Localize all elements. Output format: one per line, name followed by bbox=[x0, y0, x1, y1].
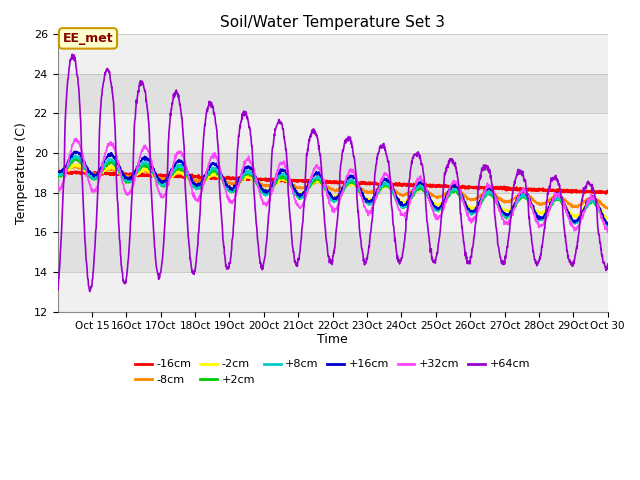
+16cm bbox=[604, 222, 611, 228]
Line: -2cm: -2cm bbox=[58, 164, 608, 219]
+8cm bbox=[569, 219, 577, 225]
-8cm bbox=[433, 194, 441, 200]
-2cm bbox=[54, 172, 61, 178]
-8cm bbox=[152, 173, 160, 179]
Y-axis label: Temperature (C): Temperature (C) bbox=[15, 122, 28, 224]
-16cm bbox=[604, 188, 612, 194]
Bar bbox=[58, 232, 608, 272]
+2cm bbox=[604, 222, 612, 228]
Line: +8cm: +8cm bbox=[58, 156, 608, 226]
+16cm bbox=[604, 221, 612, 227]
+16cm bbox=[569, 217, 577, 223]
+8cm bbox=[152, 175, 160, 180]
+8cm bbox=[335, 195, 343, 201]
Title: Soil/Water Temperature Set 3: Soil/Water Temperature Set 3 bbox=[220, 15, 445, 30]
+32cm bbox=[433, 216, 441, 222]
Text: EE_met: EE_met bbox=[63, 32, 113, 45]
Bar bbox=[58, 113, 608, 153]
+32cm bbox=[569, 224, 577, 229]
-16cm bbox=[65, 170, 72, 176]
+2cm bbox=[64, 166, 72, 171]
+8cm bbox=[433, 207, 441, 213]
-16cm bbox=[54, 169, 61, 175]
+8cm bbox=[604, 223, 611, 228]
-16cm bbox=[61, 168, 69, 173]
+64cm bbox=[68, 51, 76, 57]
+32cm bbox=[54, 182, 61, 188]
-2cm bbox=[604, 215, 612, 221]
+2cm bbox=[335, 194, 343, 200]
Bar bbox=[58, 272, 608, 312]
Line: +16cm: +16cm bbox=[58, 151, 608, 225]
Line: -8cm: -8cm bbox=[58, 166, 608, 209]
+2cm bbox=[569, 218, 577, 224]
Bar bbox=[58, 153, 608, 192]
+8cm bbox=[604, 222, 612, 228]
+32cm bbox=[64, 162, 72, 168]
+2cm bbox=[54, 174, 61, 180]
+64cm bbox=[433, 251, 441, 256]
-2cm bbox=[569, 212, 577, 218]
+16cm bbox=[433, 206, 441, 212]
-2cm bbox=[152, 176, 160, 181]
+2cm bbox=[152, 177, 160, 183]
+32cm bbox=[604, 229, 612, 235]
+64cm bbox=[604, 261, 612, 267]
-2cm bbox=[64, 167, 72, 172]
+64cm bbox=[569, 263, 577, 268]
-2cm bbox=[603, 216, 611, 222]
Bar bbox=[58, 192, 608, 232]
+32cm bbox=[335, 200, 343, 206]
+64cm bbox=[153, 265, 161, 271]
-16cm bbox=[433, 183, 441, 189]
-16cm bbox=[152, 172, 160, 178]
X-axis label: Time: Time bbox=[317, 333, 348, 346]
+16cm bbox=[64, 159, 72, 165]
+2cm bbox=[604, 223, 611, 229]
-8cm bbox=[72, 163, 79, 169]
Line: -16cm: -16cm bbox=[58, 170, 608, 193]
+8cm bbox=[54, 171, 61, 177]
Line: +2cm: +2cm bbox=[58, 159, 608, 226]
-8cm bbox=[54, 168, 61, 174]
-2cm bbox=[74, 161, 81, 167]
+16cm bbox=[152, 171, 160, 177]
Line: +32cm: +32cm bbox=[58, 138, 608, 232]
+64cm bbox=[86, 288, 93, 294]
+8cm bbox=[71, 153, 79, 158]
+8cm bbox=[64, 163, 72, 168]
+16cm bbox=[335, 191, 343, 197]
Legend: -16cm, -8cm, -2cm, +2cm, +8cm, +16cm, +32cm, +64cm: -16cm, -8cm, -2cm, +2cm, +8cm, +16cm, +3… bbox=[131, 355, 534, 389]
+2cm bbox=[433, 207, 441, 213]
-16cm bbox=[303, 179, 310, 184]
+32cm bbox=[303, 192, 310, 197]
+32cm bbox=[152, 180, 160, 186]
+2cm bbox=[72, 156, 79, 162]
-2cm bbox=[303, 187, 310, 193]
-16cm bbox=[335, 180, 343, 185]
+16cm bbox=[72, 148, 79, 154]
-8cm bbox=[303, 183, 310, 189]
+8cm bbox=[303, 188, 310, 194]
Bar bbox=[58, 34, 608, 73]
+64cm bbox=[303, 153, 311, 158]
-8cm bbox=[604, 206, 611, 212]
+2cm bbox=[303, 190, 310, 195]
-8cm bbox=[604, 205, 612, 211]
+64cm bbox=[64, 76, 72, 82]
+64cm bbox=[54, 286, 61, 291]
+16cm bbox=[54, 169, 61, 175]
-8cm bbox=[64, 167, 72, 173]
-16cm bbox=[602, 191, 610, 196]
Line: +64cm: +64cm bbox=[58, 54, 608, 291]
-16cm bbox=[569, 187, 577, 193]
-8cm bbox=[335, 186, 343, 192]
+64cm bbox=[336, 179, 344, 184]
-2cm bbox=[335, 191, 343, 197]
+32cm bbox=[72, 135, 79, 141]
Bar bbox=[58, 73, 608, 113]
+16cm bbox=[303, 187, 310, 192]
-2cm bbox=[433, 202, 441, 208]
-8cm bbox=[569, 204, 577, 210]
